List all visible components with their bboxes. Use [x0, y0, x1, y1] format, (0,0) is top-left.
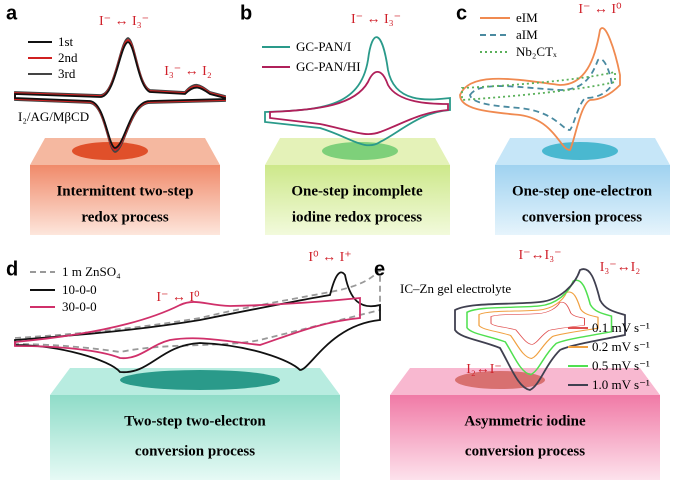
box-text: Intermittent two-step [56, 183, 193, 199]
box-text: iodine redox process [292, 209, 422, 225]
panel-label: e [374, 258, 385, 280]
annotation: I⁻ ↔ I⁰ [578, 2, 622, 17]
box-text: One-step incomplete [291, 183, 423, 199]
annotation: I⁻ ↔ I₃⁻ [99, 14, 149, 29]
legend-swatches [28, 17, 588, 386]
legend-entry: GC-PAN/I [296, 39, 351, 54]
annotation: I⁻ ↔ I₃⁻ [351, 12, 401, 27]
annotation: I₃⁻↔I₂ [600, 260, 641, 275]
pedestal [30, 138, 670, 480]
cv-loops [454, 268, 626, 391]
legend-entry: 0.1 mV s⁻¹ [592, 320, 650, 335]
box-text: conversion process [135, 443, 255, 459]
panel-label: b [240, 2, 252, 24]
legend-entry: eIM [516, 10, 538, 25]
legend-entry: GC-PAN/HI [296, 59, 361, 74]
box-text: redox process [81, 209, 169, 225]
legend-entry: aIM [516, 27, 538, 42]
note: I₂/AG/MβCD [18, 109, 89, 124]
annotation: I⁰ ↔ I⁺ [308, 250, 351, 265]
box-text: Asymmetric iodine [464, 413, 586, 429]
box-text: conversion process [465, 443, 585, 459]
annotation: I₂↔I⁻ [466, 362, 502, 377]
panel-label: d [6, 258, 18, 280]
legend-entry: 2nd [58, 50, 78, 65]
box-text: Two-step two-electron [124, 413, 266, 429]
legend-entry: 1.0 mV s⁻¹ [592, 377, 650, 392]
legend-entry: 0.5 mV s⁻¹ [592, 358, 650, 373]
legend-entry: 10-0-0 [62, 282, 97, 297]
note: IC–Zn gel electrolyte [400, 281, 511, 296]
annotation: I₃⁻ ↔ I₂ [164, 64, 212, 79]
panel-label: a [6, 2, 18, 24]
legend-entry: 0.2 mV s⁻¹ [592, 339, 650, 354]
legend-entry: 1 m ZnSO₄ [62, 264, 121, 279]
box-text: conversion process [522, 209, 642, 225]
legend-entry: 1st [58, 34, 74, 49]
box-text: One-step one-electron [512, 183, 653, 199]
panel-label: c [456, 2, 467, 24]
annotation: I⁻↔I₃⁻ [519, 248, 562, 263]
legend-entry: Nb₂CTₓ [516, 44, 557, 59]
annotation: I⁻ ↔ I⁰ [156, 290, 200, 305]
legend-entry: 3rd [58, 66, 76, 81]
cv-curves [14, 27, 626, 391]
legend-entry: 30-0-0 [62, 299, 97, 314]
